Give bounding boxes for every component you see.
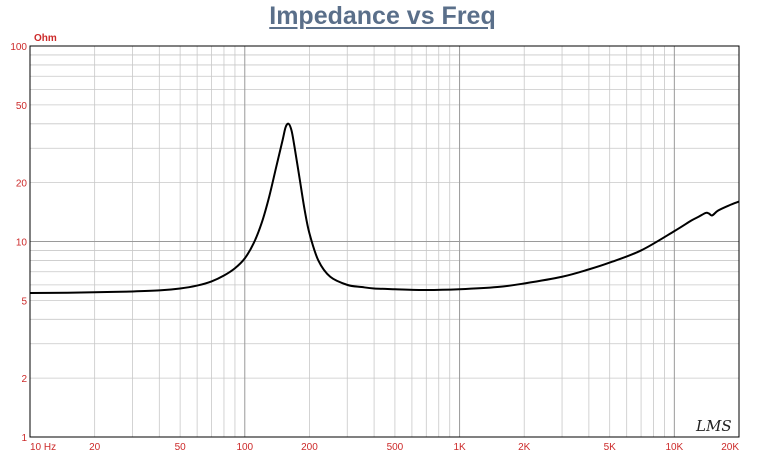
- y-tick-label: 2: [21, 374, 27, 385]
- x-tick-label: 50: [175, 442, 187, 453]
- curve-layer: [29, 122, 740, 295]
- y-axis-unit-label: Ohm: [34, 33, 57, 44]
- plot-frame: [29, 45, 740, 438]
- x-tick-label: 10K: [665, 442, 683, 453]
- x-tick-label: 500: [387, 442, 404, 453]
- y-tick-label: 100: [10, 42, 27, 53]
- chart-title: Impedance vs Freq: [269, 2, 496, 30]
- x-tick-label: 10 Hz: [30, 442, 56, 453]
- y-tick-label: 50: [16, 101, 28, 112]
- y-tick-label: 10: [16, 238, 28, 249]
- impedance-curve: [29, 122, 740, 295]
- x-tick-label: 1K: [453, 442, 466, 453]
- y-tick-label: 1: [21, 433, 27, 444]
- x-tick-label: 20: [89, 442, 101, 453]
- x-tick-label: 2K: [518, 442, 531, 453]
- x-tick-label: 200: [301, 442, 318, 453]
- x-tick-label: 100: [236, 442, 253, 453]
- y-tick-labels: 1 2 5 10 20 50 100: [10, 42, 27, 444]
- y-tick-label: 20: [16, 179, 28, 190]
- x-tick-label: 20K: [721, 442, 739, 453]
- x-tick-labels: 10 Hz 20 50 100 200 500 1K 2K 5K 10K 20K: [30, 442, 739, 453]
- lms-logo: LMS: [695, 417, 732, 435]
- y-tick-label: 5: [21, 296, 27, 307]
- x-tick-label: 5K: [604, 442, 617, 453]
